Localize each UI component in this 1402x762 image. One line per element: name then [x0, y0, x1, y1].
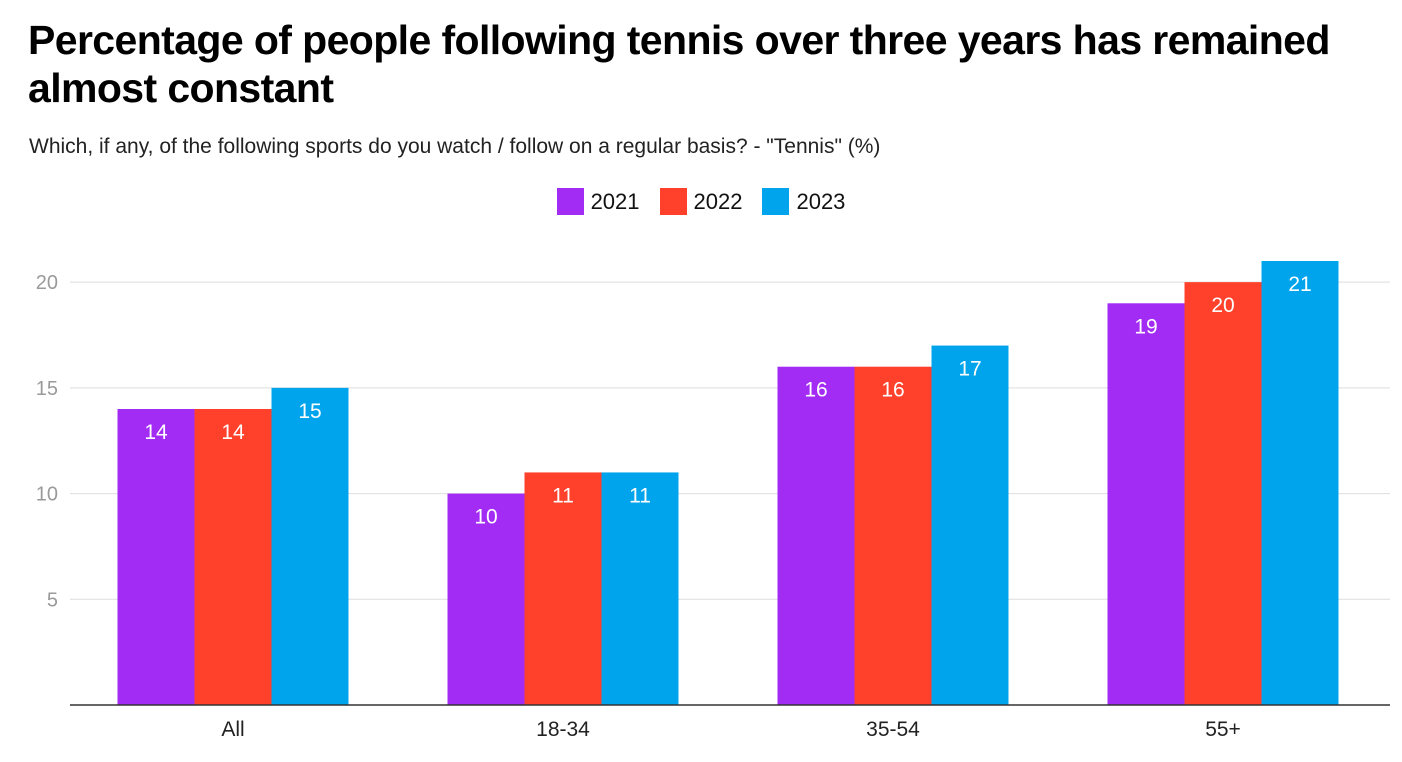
bar-All-2021 [117, 409, 195, 705]
legend-item-2021[interactable]: 2021 [556, 188, 640, 215]
bar-55+-2022 [1184, 282, 1262, 705]
x-tick-label-All: All [221, 718, 244, 741]
legend-label-2021: 2021 [590, 188, 640, 214]
y-tick-label-10: 10 [36, 484, 58, 506]
legend-item-2023[interactable]: 2023 [762, 188, 845, 215]
x-tick-label-55+: 55+ [1205, 718, 1241, 741]
data-label-18-34-2021: 10 [474, 506, 497, 529]
data-label-18-34-2022: 11 [552, 484, 574, 507]
bar-All-2022 [194, 409, 272, 705]
y-tick-label-15: 15 [36, 378, 58, 400]
data-label-All-2021: 14 [144, 421, 168, 444]
data-label-35-54-2023: 17 [958, 358, 981, 381]
bar-18-34-2022 [524, 472, 602, 705]
data-label-All-2022: 14 [221, 421, 245, 444]
bar-35-54-2023 [931, 345, 1009, 705]
legend-swatch-2022 [659, 188, 687, 215]
data-label-18-34-2023: 11 [629, 484, 651, 507]
data-label-55+-2022: 20 [1211, 294, 1234, 317]
data-label-55+-2021: 19 [1134, 315, 1157, 338]
legend-label-2022: 2022 [693, 188, 743, 214]
bar-55+-2023 [1261, 261, 1339, 705]
data-label-All-2023: 15 [298, 400, 321, 423]
bar-35-54-2022 [854, 366, 932, 705]
bar-18-34-2021 [447, 493, 525, 705]
x-tick-label-18-34: 18-34 [536, 718, 590, 741]
chart-title: Percentage of people following tennis ov… [28, 17, 1330, 111]
y-tick-label-5: 5 [47, 589, 58, 611]
legend-swatch-2023 [762, 188, 790, 215]
y-tick-label-20: 20 [36, 272, 58, 294]
legend-swatch-2021 [556, 188, 584, 215]
bar-55+-2021 [1107, 303, 1185, 705]
data-label-35-54-2021: 16 [804, 379, 827, 402]
chart-subtitle: Which, if any, of the following sports d… [29, 135, 881, 158]
bar-35-54-2021 [777, 366, 855, 705]
legend-item-2022[interactable]: 2022 [659, 188, 743, 215]
data-label-55+-2023: 21 [1288, 273, 1311, 296]
x-tick-label-35-54: 35-54 [866, 718, 920, 741]
legend: 2021 2022 2023 [0, 188, 1402, 215]
legend-label-2023: 2023 [796, 188, 846, 214]
bar-All-2023 [271, 387, 349, 705]
data-label-35-54-2022: 16 [881, 379, 904, 402]
bar-18-34-2023 [601, 472, 679, 705]
